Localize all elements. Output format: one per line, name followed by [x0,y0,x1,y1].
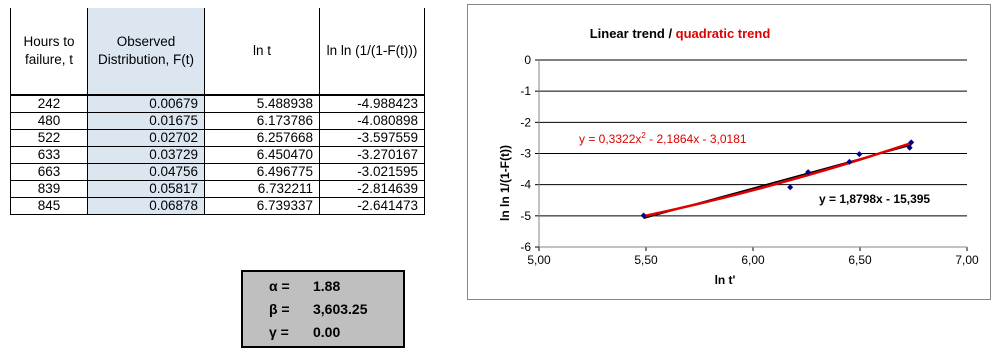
table-row: 839 0.05817 6.732211 -2.814639 [10,180,425,198]
param-beta-value: 3,603.25 [313,301,368,317]
cell-observed-f: 0.01675 [87,112,205,130]
header-ln-t: ln t [204,8,320,96]
axes [535,59,968,251]
chart-title-separator: / [665,26,676,41]
param-beta-symbol: β = [269,301,290,317]
data-point [805,169,812,176]
cell-hours: 522 [10,129,88,147]
data-points [640,139,915,219]
data-table: Hours to failure, t Observed Distributio… [10,8,425,215]
y-tick-label: -4 [520,178,531,192]
data-point [640,212,647,219]
cell-ln-t: 6.450470 [204,146,320,164]
cell-ln-ln: -3.270167 [319,146,425,164]
chart-title-quadratic: quadratic trend [676,26,771,41]
cell-hours: 633 [10,146,88,164]
y-axis-label: ln ln 1/(1-F(t)) [498,145,512,221]
data-point [908,139,915,146]
table-row: 242 0.00679 5.488938 -4.988423 [10,94,425,113]
data-point [787,184,794,191]
param-alpha: α = 1.88 [243,276,403,296]
cell-ln-t: 5.488938 [204,94,320,113]
x-tick-label: 6,50 [848,253,872,267]
y-tick-label: -5 [520,209,531,223]
cell-ln-t: 6.496775 [204,163,320,181]
cell-ln-ln: -2.641473 [319,197,425,215]
chart-title: Linear trend / quadratic trend [590,26,771,41]
param-gamma-symbol: γ = [269,324,289,340]
cell-observed-f: 0.02702 [87,129,205,147]
table-row: 845 0.06878 6.739337 -2.641473 [10,197,425,215]
chart-title-linear: Linear trend [590,26,665,41]
cell-ln-t: 6.257668 [204,129,320,147]
cell-observed-f: 0.06878 [87,197,205,215]
cell-ln-t: 6.732211 [204,180,320,198]
param-gamma-value: 0.00 [313,324,341,340]
cell-hours: 480 [10,112,88,130]
table-header-row: Hours to failure, t Observed Distributio… [10,8,425,96]
table-row: 480 0.01675 6.173786 -4.080898 [10,112,425,130]
x-tick-label: 5,00 [527,253,551,267]
header-observed-distribution: Observed Distribution, F(t) [87,8,205,96]
header-hours-to-failure: Hours to failure, t [10,8,88,96]
table-row: 633 0.03729 6.450470 -3.270167 [10,146,425,164]
cell-hours: 663 [10,163,88,181]
chart-area: Linear trend / quadratic trend 0 -1 -2 -3 -4… [467,4,991,300]
linear-equation-label: y = 1,8798x - 15,395 [819,192,930,206]
parameter-box: α = 1.88 β = 3,603.25 γ = 0.00 [241,270,405,348]
table-body: 242 0.00679 5.488938 -4.988423 480 0.01675 6.1… [10,94,425,215]
quad-label-sup: 2 [641,131,646,140]
cell-ln-ln: -3.597559 [319,129,425,147]
x-tick-label: 5,50 [634,253,658,267]
quadratic-trendline [643,141,912,218]
cell-observed-f: 0.05817 [87,180,205,198]
cell-observed-f: 0.00679 [87,94,205,113]
grid-lines [539,59,967,248]
y-tick-label: 0 [524,53,531,67]
param-gamma: γ = 0.00 [243,322,403,342]
quad-label-part2: - 2,1864x - 3,0181 [646,132,747,146]
cell-ln-ln: -2.814639 [319,180,425,198]
y-tick-label: -3 [520,147,531,161]
cell-ln-ln: -4.988423 [319,94,425,113]
param-alpha-value: 1.88 [313,278,341,294]
data-point [906,144,913,151]
cell-hours: 839 [10,180,88,198]
cell-ln-t: 6.739337 [204,197,320,215]
quad-label-part1: y = 0,3322x [579,132,641,146]
cell-hours: 845 [10,197,88,215]
cell-ln-t: 6.173786 [204,112,320,130]
header-ln-ln: ln ln (1/(1-F(t))) [319,8,425,96]
data-point [846,158,853,165]
tick-labels: 0 -1 -2 -3 -4 -5 -65,00 5,50 6,00 6,50 7,00 [520,53,979,267]
cell-ln-ln: -4.080898 [319,112,425,130]
y-tick-label: -1 [520,84,531,98]
y-tick-label: -2 [520,115,531,129]
param-alpha-symbol: α = [269,278,290,294]
x-axis-label: ln t' [715,273,736,287]
cell-observed-f: 0.03729 [87,146,205,164]
chart-svg: Linear trend / quadratic trend 0 -1 -2 -3 -4… [498,26,979,287]
cell-ln-ln: -3.021595 [319,163,425,181]
table-row: 522 0.02702 6.257668 -3.597559 [10,129,425,147]
cell-hours: 242 [10,94,88,113]
x-tick-label: 7,00 [955,253,979,267]
x-tick-label: 6,00 [741,253,765,267]
data-point [856,151,863,158]
trend-lines [643,141,912,219]
table-row: 663 0.04756 6.496775 -3.021595 [10,163,425,181]
cell-observed-f: 0.04756 [87,163,205,181]
quadratic-equation-label: y = 0,3322x2 - 2,1864x - 3,0181 [579,131,747,146]
y-tick-label: -6 [520,240,531,254]
param-beta: β = 3,603.25 [243,299,403,319]
